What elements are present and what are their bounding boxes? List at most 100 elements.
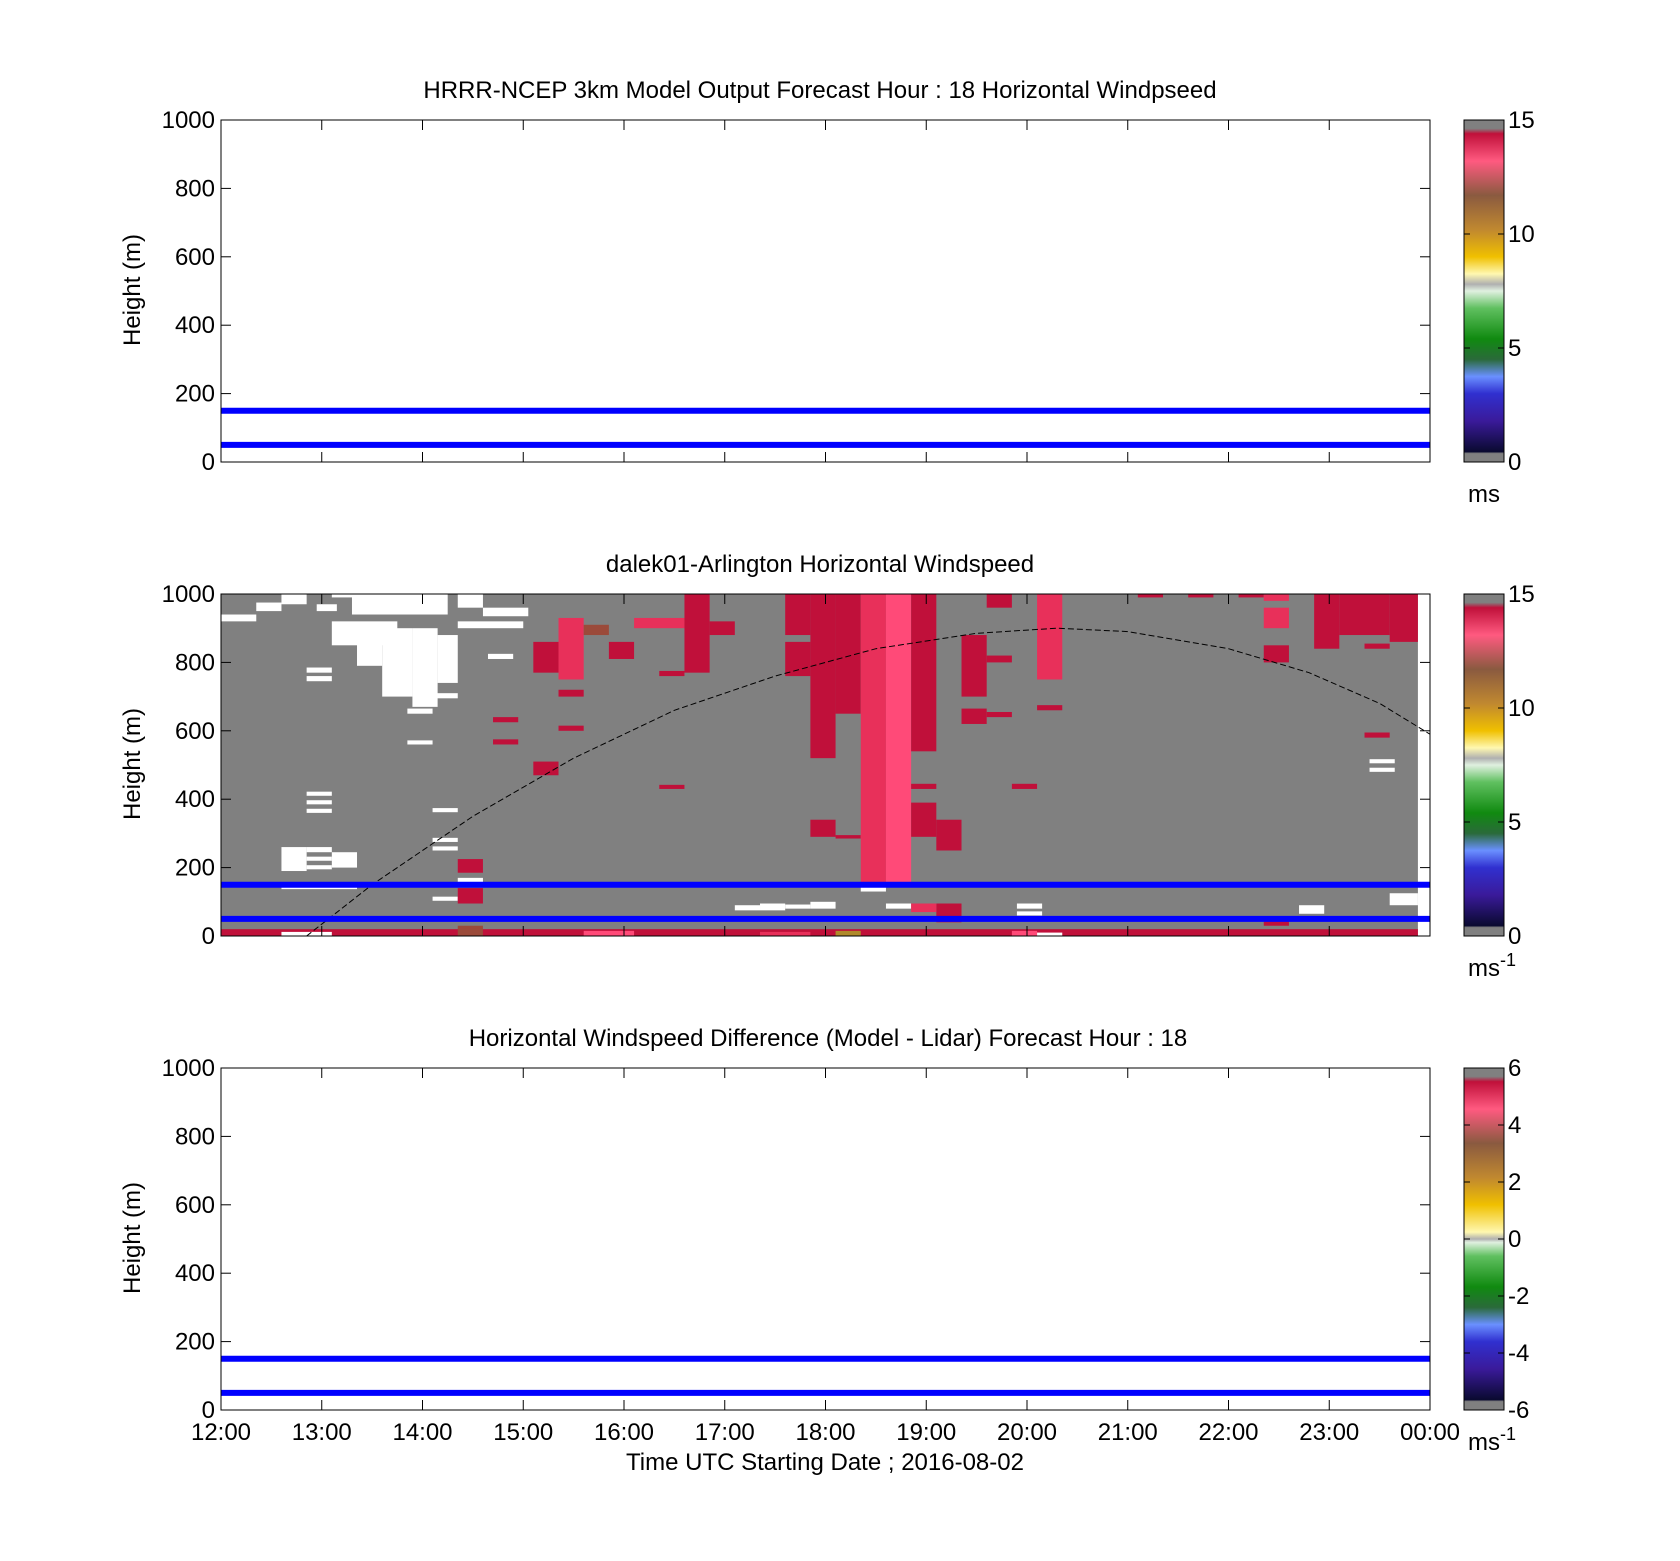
heatmap-cell (558, 725, 584, 731)
heatmap-cell (432, 896, 458, 901)
heatmap-cell (1364, 732, 1390, 738)
y-tick-label: 600 (175, 718, 215, 745)
heatmap-cell (432, 808, 458, 813)
colorbar-gradient (1463, 119, 1505, 463)
heatmap-cell (785, 641, 811, 677)
heatmap-cell (221, 929, 1418, 936)
plot-area: 0 200 400 600 800 1000 (162, 581, 1431, 950)
heatmap-cell (281, 847, 307, 872)
heatmap-cell (860, 594, 886, 885)
heatmap-cell (860, 886, 886, 892)
y-tick-label: 0 (202, 1397, 215, 1424)
heatmap-cell (533, 641, 559, 673)
colorbar-tick-label: 15 (1508, 581, 1535, 608)
heatmap-cell (316, 604, 337, 612)
heatmap-cell (306, 800, 332, 805)
y-tick-label: 800 (175, 1123, 215, 1150)
colorbar-tick-label: -4 (1508, 1340, 1529, 1367)
y-axis-label: Height (m) (119, 1182, 146, 1294)
heatmap-cell (1299, 905, 1325, 914)
heatmap-cell (432, 837, 458, 842)
heatmap-cell (407, 708, 433, 714)
heatmap-cell (1011, 783, 1038, 789)
colorbar-tick-label: 10 (1508, 221, 1535, 248)
heatmap-cell (961, 635, 987, 697)
panel-lidar-observation: dalek01-Arlington Horizontal Windspeed 0… (119, 551, 1535, 982)
colorbar-tick-label: 5 (1508, 335, 1521, 362)
heatmap-cell (1137, 594, 1164, 598)
heatmap-cell (734, 905, 761, 911)
x-tick-label: 17:00 (695, 1419, 755, 1446)
heatmap-cell (1037, 594, 1063, 680)
heatmap-cell (1389, 594, 1418, 642)
y-tick-label: 800 (175, 175, 215, 202)
y-tick-label: 0 (202, 449, 215, 476)
heatmap-cell (351, 594, 448, 615)
colorbar-tick-label: 6 (1508, 1055, 1521, 1082)
heatmap-cell (986, 711, 1012, 718)
y-tick-label: 1000 (162, 1055, 215, 1082)
heatmap-cell (1188, 594, 1214, 598)
colorbar-unit: ms-1 (1468, 950, 1516, 982)
x-tick-label: 12:00 (191, 1419, 251, 1446)
heatmap-cell (306, 856, 332, 861)
colorbar-tick-label: 15 (1508, 107, 1535, 134)
heatmap-cell (1238, 594, 1264, 598)
heatmap-cell (1263, 645, 1289, 663)
heatmap-cell (936, 819, 962, 851)
heatmap-cell (911, 903, 937, 913)
x-tick-label: 00:00 (1400, 1419, 1460, 1446)
heatmap-cell (986, 655, 1012, 663)
y-tick-label: 1000 (162, 107, 215, 134)
x-tick-label: 19:00 (896, 1419, 956, 1446)
heatmap-cell (885, 594, 912, 885)
panel-difference: Horizontal Windspeed Difference (Model -… (119, 1025, 1529, 1456)
colorbar: 0 5 10 15 ms (1463, 107, 1535, 508)
dashed-curve (306, 627, 1431, 937)
colorbar-tick-label: 10 (1508, 695, 1535, 722)
colorbar-tick-label: -6 (1508, 1397, 1529, 1424)
colorbar: 0 5 10 15 ms-1 (1463, 581, 1535, 982)
heatmap-cell (1011, 930, 1038, 936)
y-axis-label: Height (m) (119, 234, 146, 346)
heatmap-cell (221, 614, 257, 622)
heatmap-cell (306, 667, 332, 673)
plot-area: 0 200 400 600 800 1000 (162, 107, 1431, 476)
heatmap-cell (634, 617, 685, 629)
plot-background (221, 1068, 1430, 1410)
heatmap-cell (1016, 903, 1043, 909)
heatmap-cell (432, 846, 458, 851)
heatmap-cell (1369, 767, 1395, 772)
heatmap-cell (760, 903, 786, 911)
heatmap-cell (306, 847, 332, 853)
y-tick-label: 1000 (162, 581, 215, 608)
panel-title: dalek01-Arlington Horizontal Windspeed (606, 551, 1034, 578)
heatmap-cell (659, 784, 685, 789)
y-axis-label: Height (m) (119, 708, 146, 820)
y-tick-label: 800 (175, 649, 215, 676)
y-tick-label: 400 (175, 786, 215, 813)
heatmap-cell (659, 670, 685, 677)
heatmap-cell (331, 852, 358, 868)
heatmap-cell (1016, 911, 1043, 916)
x-tick-label: 23:00 (1299, 1419, 1359, 1446)
heatmap-cell (357, 641, 383, 666)
heatmap-cell (1263, 594, 1289, 601)
heatmap-cell (785, 904, 811, 909)
heatmap-cell (810, 819, 836, 837)
colorbar-unit: ms-1 (1468, 1424, 1516, 1456)
heatmap-cell (281, 594, 307, 605)
heatmap-cell (306, 676, 332, 682)
y-tick-label: 0 (202, 923, 215, 950)
heatmap-cell (558, 617, 584, 680)
plot-area: 12:00 13:00 14:00 15:00 16:00 17:00 18:00 19:00… (162, 1055, 1460, 1446)
colorbar-tick-label: 0 (1508, 923, 1521, 950)
heatmap-cell (437, 635, 458, 683)
y-tick-label: 400 (175, 312, 215, 339)
colorbar-gradient (1463, 1067, 1505, 1411)
y-tick-label: 200 (175, 1329, 215, 1356)
heatmap-cell (785, 594, 811, 636)
heatmap-cell (457, 888, 483, 904)
colorbar-tick-label: 2 (1508, 1169, 1521, 1196)
